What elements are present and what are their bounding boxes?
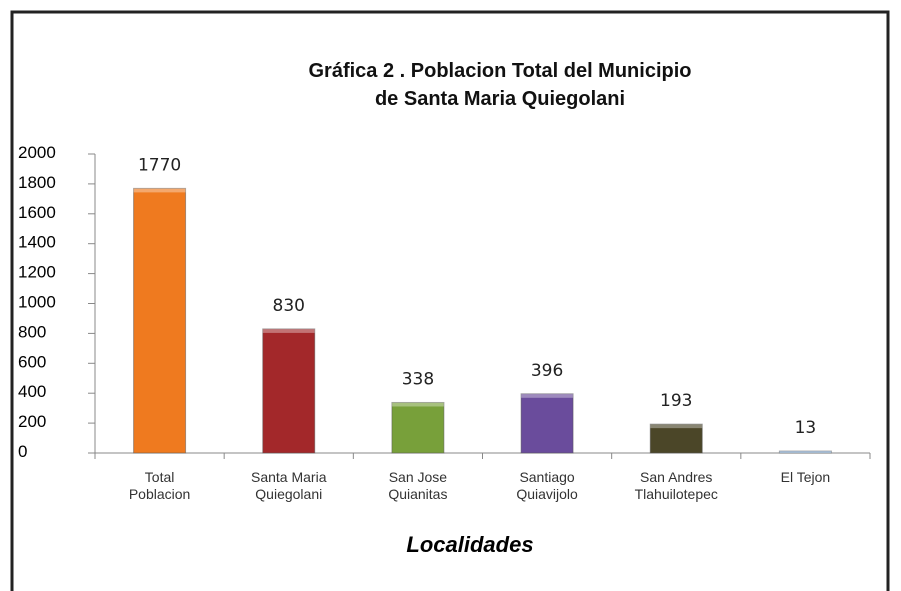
frame [10,10,890,591]
data-label: 1770 [138,155,181,175]
bar [520,393,574,454]
y-tick-label: 800 [18,323,46,342]
y-tick-label: 1000 [18,293,56,312]
bar [778,450,832,454]
bar-highlight [521,393,574,398]
bar [133,187,187,454]
bar-highlight [650,424,703,429]
y-tick-label: 1200 [18,263,56,282]
data-label: 830 [273,296,305,316]
data-label: 338 [402,369,434,389]
chart-title: Gráfica 2 . Poblacion Total del Municipi… [308,60,691,110]
y-tick-label: 1600 [18,203,56,222]
bar [649,423,703,454]
bar-highlight [779,451,832,453]
bar-highlight [133,188,186,193]
x-tick-label: El Tejon [781,469,831,485]
x-tick-label: Total Poblacion [129,469,191,502]
y-tick-label: 400 [18,383,46,402]
x-tick-label: San Andres Tlahuilotepec [635,469,718,502]
y-tick-label: 0 [18,442,27,461]
x-tick-label: Santa Maria Quiegolani [251,469,327,502]
x-tick-label: San Jose Quianitas [388,469,447,502]
y-tick-label: 600 [18,353,46,372]
bar [391,401,445,454]
bar-highlight [391,402,444,407]
bar [262,328,316,454]
data-label: 13 [795,418,817,438]
data-label: 193 [660,391,692,411]
y-tick-label: 1800 [18,173,56,192]
x-tick-label: Santiago Quiavijolo [516,469,578,502]
y-tick-label: 200 [18,413,46,432]
bar-highlight [262,328,315,333]
y-tick-label: 2000 [18,143,56,162]
data-label: 396 [531,361,563,381]
x-axis-label: Localidades [406,532,533,557]
y-tick-label: 1400 [18,233,56,252]
